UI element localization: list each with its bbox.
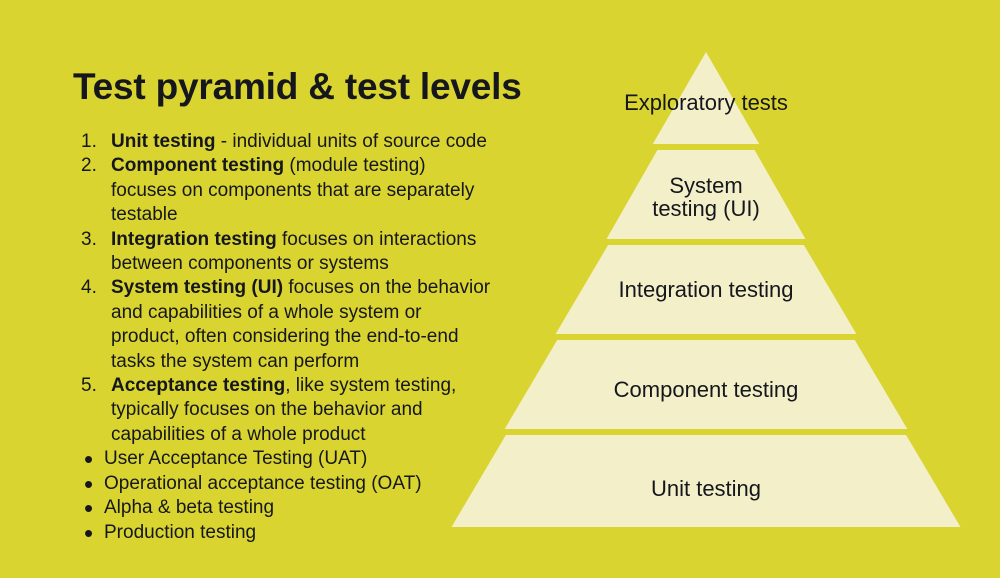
svg-text:Exploratory tests: Exploratory tests <box>624 90 788 115</box>
svg-text:Component testing: Component testing <box>614 377 799 402</box>
svg-text:Integration testing: Integration testing <box>619 277 794 302</box>
svg-text:Unit testing: Unit testing <box>651 476 761 501</box>
svg-text:testing (UI): testing (UI) <box>652 196 760 221</box>
svg-text:System: System <box>669 173 742 198</box>
